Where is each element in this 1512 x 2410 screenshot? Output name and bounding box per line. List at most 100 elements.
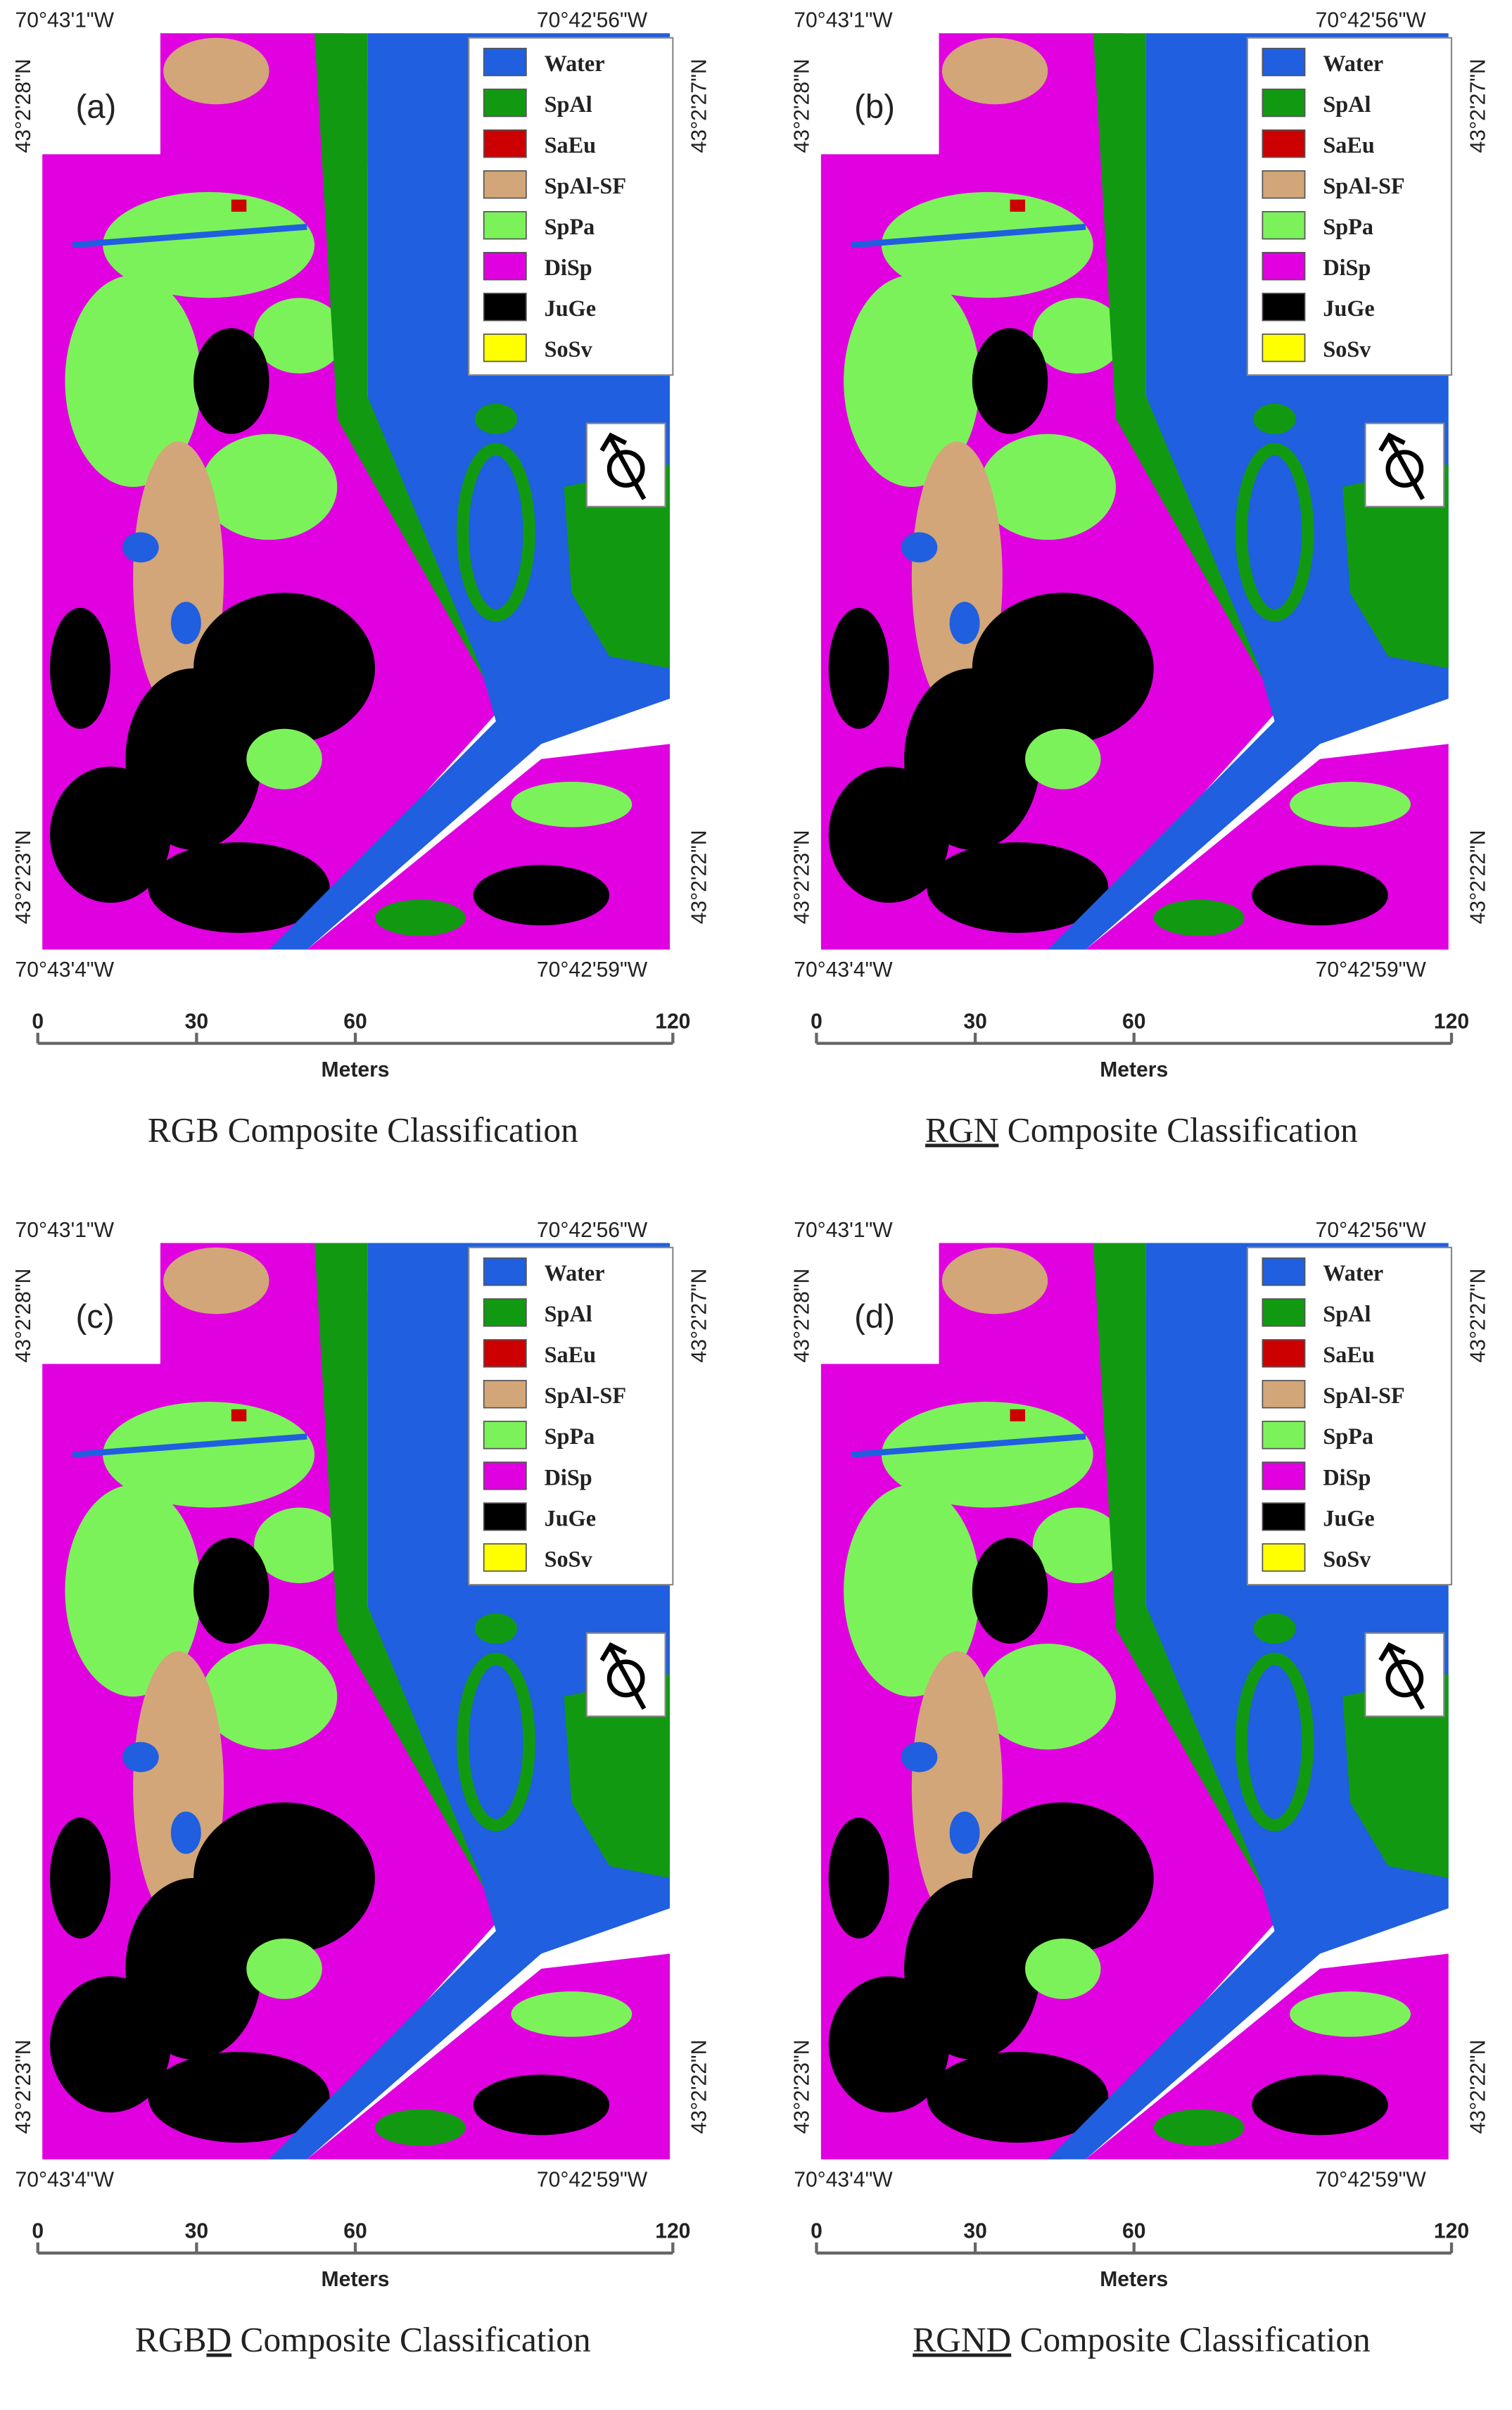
panel: (d) 70°43'1"W 70°42'56"W 70°43'4"W 70°42'59"… xyxy=(791,1219,1490,2359)
legend-label: SpPa xyxy=(545,214,595,239)
scale-label: 0 xyxy=(32,2219,44,2243)
coord-label: 43°2'23"N xyxy=(791,2040,814,2134)
legend-swatch xyxy=(483,1461,527,1490)
coord-label: 43°2'22"N xyxy=(1466,830,1489,924)
legend-label: DiSp xyxy=(1323,255,1371,280)
legend-label: SaEu xyxy=(545,132,597,158)
caption-part: D xyxy=(986,2321,1012,2359)
legend-swatch xyxy=(483,170,527,199)
caption-part: RGN xyxy=(913,2321,986,2359)
coord-label: 43°2'28"N xyxy=(791,1269,814,1363)
coord-label: 43°2'22"N xyxy=(688,2040,711,2134)
legend-swatch xyxy=(1262,88,1306,118)
legend-swatch xyxy=(483,1502,527,1531)
north-arrow xyxy=(606,450,645,488)
legend-box xyxy=(1246,1246,1453,1586)
legend-swatch xyxy=(1262,1257,1306,1286)
legend-label: SpAl-SF xyxy=(1323,1383,1404,1408)
legend-swatch xyxy=(1262,293,1306,322)
legend-swatch xyxy=(1262,334,1306,362)
legend-label: Water xyxy=(545,51,605,76)
coord-label: 43°2'28"N xyxy=(791,59,814,153)
scale-label: 60 xyxy=(1122,2219,1145,2243)
legend-swatch xyxy=(483,1298,527,1327)
scale-label: 30 xyxy=(185,2219,208,2243)
legend-swatch xyxy=(483,293,527,322)
legend-label: SoSv xyxy=(545,336,593,362)
legend-swatch xyxy=(483,1380,527,1409)
panel-label: (c) xyxy=(75,1298,114,1336)
caption-part: RGB xyxy=(135,2321,207,2359)
coord-label: 70°43'4"W xyxy=(15,2168,115,2191)
coord-label: 43°2'28"N xyxy=(12,59,35,153)
scale-label: 30 xyxy=(185,1010,208,1033)
caption-part: Composite Classification xyxy=(998,1110,1358,1149)
legend-swatch xyxy=(1262,252,1306,281)
north-arrow xyxy=(599,432,647,500)
legend-swatch xyxy=(1262,1380,1306,1409)
coord-label: 70°43'4"W xyxy=(794,2168,893,2191)
panel-label: (a) xyxy=(75,89,116,126)
legend-label: SpAl xyxy=(1323,1301,1371,1326)
scale-unit: Meters xyxy=(1100,2268,1168,2291)
coord-label: 43°2'28"N xyxy=(12,1269,35,1363)
legend-label: DiSp xyxy=(1323,1464,1371,1490)
legend-swatch xyxy=(483,47,527,77)
panel: (b) 70°43'1"W 70°42'56"W 70°43'4"W 70°42'59"… xyxy=(791,9,1490,1150)
legend-swatch xyxy=(483,334,527,362)
scale-label: 60 xyxy=(343,2219,367,2243)
legend-swatch xyxy=(1262,1298,1306,1327)
legend-swatch xyxy=(1262,210,1306,240)
north-arrow xyxy=(606,1659,645,1698)
legend-label: SpPa xyxy=(1323,214,1373,239)
coord-label: 43°2'22"N xyxy=(1466,2040,1489,2134)
legend-label: SaEu xyxy=(1323,1342,1375,1367)
legend-swatch xyxy=(483,1543,527,1572)
coord-label: 70°43'1"W xyxy=(794,1219,893,1242)
scale-unit: Meters xyxy=(322,1058,390,1082)
scale-unit: Meters xyxy=(322,2268,390,2291)
legend-label: Water xyxy=(1323,1260,1383,1286)
panel-label: (d) xyxy=(854,1298,895,1336)
legend-label: SpAl-SF xyxy=(545,1383,626,1408)
legend-swatch xyxy=(483,210,527,240)
coord-label: 43°2'23"N xyxy=(12,2040,35,2134)
coord-label: 43°2'22"N xyxy=(688,830,711,924)
legend-swatch xyxy=(1262,1502,1306,1531)
coord-label: 43°2'27"N xyxy=(1466,59,1489,153)
legend-swatch xyxy=(1262,47,1306,77)
legend-swatch xyxy=(1262,1543,1306,1572)
legend-swatch xyxy=(1262,129,1306,158)
legend-swatch xyxy=(483,1421,527,1450)
caption-part: RGN xyxy=(925,1110,998,1149)
legend-label: SaEu xyxy=(545,1342,597,1367)
legend-swatch xyxy=(483,1339,527,1368)
scale-label: 60 xyxy=(343,1010,367,1033)
scale-label: 0 xyxy=(32,1010,44,1033)
label-box xyxy=(42,33,160,151)
legend-label: SpAl-SF xyxy=(545,173,626,198)
coord-label: 70°43'4"W xyxy=(15,958,115,982)
caption: RGB Composite Classification xyxy=(148,1110,578,1149)
legend-box xyxy=(468,37,674,376)
coord-label: 43°2'23"N xyxy=(12,830,35,924)
caption-part: D xyxy=(206,2321,231,2359)
label-box xyxy=(820,33,939,151)
coord-label: 43°2'27"N xyxy=(688,1269,711,1363)
panel-label: (b) xyxy=(854,89,895,126)
coord-label: 70°43'4"W xyxy=(794,958,893,982)
coord-label: 70°42'56"W xyxy=(1316,9,1427,32)
legend-label: JuGe xyxy=(545,1505,596,1530)
label-box xyxy=(42,1243,160,1362)
coord-label: 70°42'56"W xyxy=(537,1219,648,1242)
coord-label: 43°2'27"N xyxy=(688,59,711,153)
coord-label: 70°43'1"W xyxy=(15,1219,115,1242)
scale-label: 120 xyxy=(655,1010,690,1033)
scale-label: 0 xyxy=(811,2219,822,2243)
scale-label: 30 xyxy=(963,1010,986,1033)
legend-label: DiSp xyxy=(545,1464,592,1490)
legend-label: SoSv xyxy=(545,1546,593,1571)
legend-label: SaEu xyxy=(1323,132,1375,158)
